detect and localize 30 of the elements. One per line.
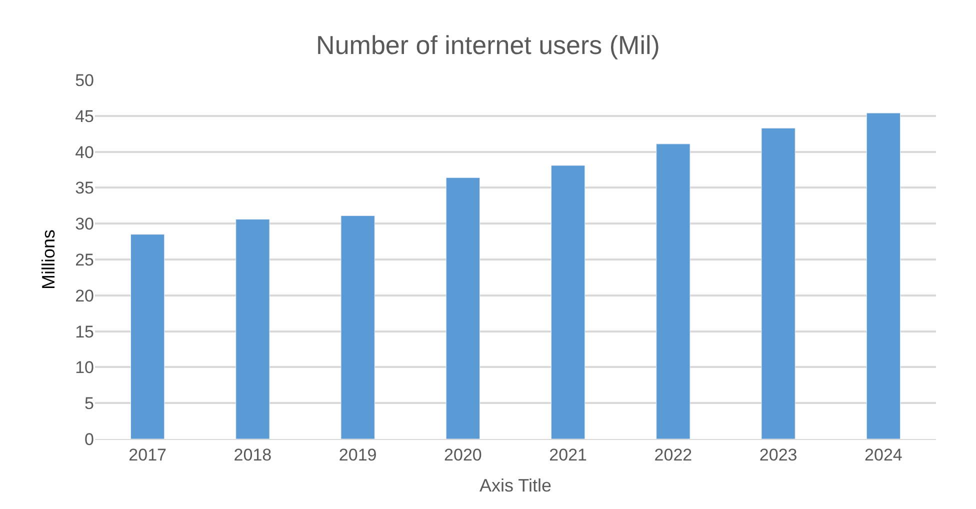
x-tick-label: 2018 — [234, 445, 272, 464]
y-tick-label: 15 — [75, 322, 94, 342]
y-tick-label: 25 — [75, 250, 94, 270]
y-tick-label: 5 — [84, 394, 94, 414]
x-tick-label: 2021 — [549, 445, 587, 464]
y-tick-label: 0 — [84, 430, 94, 449]
bar — [761, 128, 796, 439]
bar — [340, 215, 375, 439]
bar — [236, 219, 270, 439]
x-tick-label: 2024 — [864, 445, 902, 464]
bar — [446, 177, 480, 439]
x-tick-label: 2017 — [128, 445, 166, 464]
y-tick-label: 45 — [75, 106, 94, 126]
y-tick-label: 40 — [75, 142, 94, 162]
chart-title: Number of internet users (Mil) — [316, 30, 660, 60]
x-tick-label: 2023 — [759, 445, 798, 464]
x-tick-label: 2022 — [654, 445, 692, 464]
bar — [550, 165, 586, 439]
y-tick-label: 30 — [75, 214, 94, 234]
bar — [866, 112, 901, 439]
y-tick-label: 20 — [75, 286, 94, 306]
bar — [130, 234, 165, 439]
x-tick-label: 2020 — [444, 445, 482, 464]
x-axis-title: Axis Title — [479, 476, 552, 496]
y-tick-label: 50 — [75, 70, 94, 90]
y-tick-label: 35 — [75, 178, 94, 198]
y-axis-title: Millions — [38, 229, 58, 290]
bar — [656, 144, 690, 439]
x-tick-label: 2019 — [338, 445, 377, 464]
y-tick-label: 10 — [75, 358, 94, 378]
